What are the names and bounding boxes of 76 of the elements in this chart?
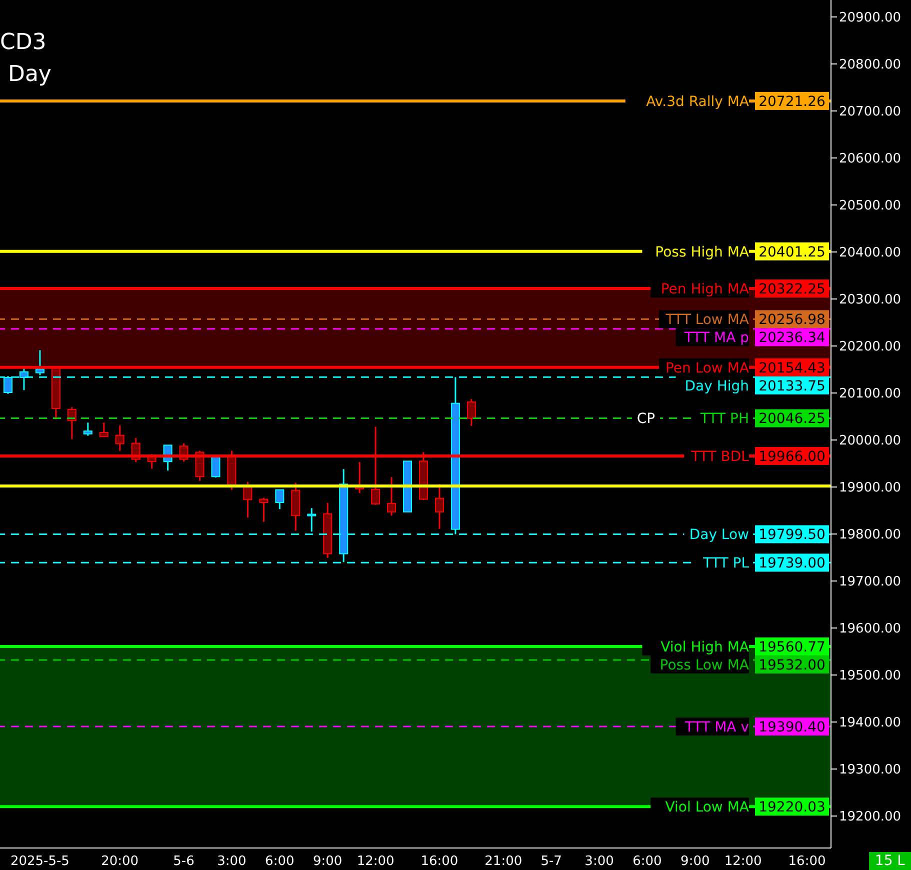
y-tick-label: 20600.00 xyxy=(839,152,902,167)
candlestick xyxy=(387,476,396,516)
ref-line-label: Poss Low MA xyxy=(660,657,750,674)
candlestick xyxy=(275,489,284,510)
candlestick xyxy=(466,398,476,427)
ref-line-label: TTT Low MA xyxy=(664,312,750,328)
annotation: 20721.26 xyxy=(758,94,826,110)
x-tick-label: 16:00 xyxy=(420,854,458,870)
candlestick xyxy=(115,424,124,452)
y-tick-label: 19400.00 xyxy=(839,716,902,731)
ref-line-label: Viol High MA xyxy=(660,639,750,656)
annotation: 19532.00 xyxy=(758,657,826,674)
annotation: 19390.40 xyxy=(758,720,826,736)
annotation: 19799.50 xyxy=(758,527,826,544)
ref-line-label: Day Low xyxy=(689,527,749,544)
y-tick-label: 19600.00 xyxy=(839,622,902,637)
annotation: 20046.25 xyxy=(758,411,826,428)
y-tick-label: 20500.00 xyxy=(839,198,902,214)
y-tick-label: 19900.00 xyxy=(839,480,902,496)
ref-line-label: TTT MA v xyxy=(684,720,749,736)
text: CD3 xyxy=(0,30,46,55)
x-tick-label: 12:00 xyxy=(356,854,394,870)
x-tick-label: 5-6 xyxy=(173,854,194,870)
text: 15 L xyxy=(868,852,911,870)
y-tick-label: 20700.00 xyxy=(839,104,902,120)
y-tick-label: 19700.00 xyxy=(839,574,902,590)
x-tick-label: 16:00 xyxy=(788,854,826,870)
y-tick-label: 20800.00 xyxy=(839,58,902,73)
ref-line-label: Poss High MA xyxy=(655,244,750,260)
x-tick-label: 12:00 xyxy=(724,854,762,870)
y-tick-label: 20100.00 xyxy=(839,386,902,402)
annotation: 19966.00 xyxy=(758,448,826,465)
y-tick-label: 19300.00 xyxy=(839,762,902,778)
annotation: 20256.98 xyxy=(758,312,826,328)
annotation: 19220.03 xyxy=(758,800,826,816)
annotation: 20401.25 xyxy=(758,244,826,260)
x-tick-label: 3:00 xyxy=(217,854,246,870)
ref-line-label: Av.3d Rally MA xyxy=(646,94,750,110)
candlestick xyxy=(434,483,444,530)
annotation: 20154.43 xyxy=(758,360,826,376)
annotation: CP xyxy=(636,411,656,427)
y-tick-label: 20300.00 xyxy=(839,292,902,308)
ref-line-label: TTT BDL xyxy=(690,448,750,465)
x-tick-label: 5-7 xyxy=(540,854,562,870)
ref-line-label: TTT PH xyxy=(699,411,749,428)
x-tick-label: 9:00 xyxy=(313,854,342,870)
candlestick xyxy=(99,422,108,438)
ref-line-label: TTT MA p xyxy=(683,330,750,346)
x-tick-label: 2025-5-5 xyxy=(10,854,70,870)
x-tick-label: 9:00 xyxy=(680,854,710,870)
y-tick-label: 20200.00 xyxy=(839,340,902,355)
ref-line-label: TTT PL xyxy=(702,556,750,572)
ref-line-label: Pen High MA xyxy=(660,282,750,298)
candlestick xyxy=(83,422,92,436)
y-tick-label: 20400.00 xyxy=(839,246,902,261)
annotation: 19560.77 xyxy=(758,639,826,656)
x-tick-label: 21:00 xyxy=(484,854,522,870)
x-tick-label: 3:00 xyxy=(584,854,614,870)
x-tick-label: 20:00 xyxy=(101,854,139,870)
candlestick xyxy=(259,497,268,523)
annotation: 20133.75 xyxy=(758,378,826,394)
candlestick xyxy=(307,507,316,532)
text: Day xyxy=(8,62,52,87)
y-tick-label: 20000.00 xyxy=(839,434,902,449)
annotation: 19739.00 xyxy=(758,556,826,572)
y-tick-label: 19800.00 xyxy=(839,528,902,543)
ref-line-label: Day High xyxy=(684,378,749,394)
x-tick-label: 6:00 xyxy=(632,854,662,870)
annotation: 20236.34 xyxy=(758,330,826,346)
annotation: 20322.25 xyxy=(758,282,826,298)
ref-line-label: Pen Low MA xyxy=(665,360,750,376)
x-tick-label: 6:00 xyxy=(265,854,294,870)
y-tick-label: 19200.00 xyxy=(839,810,902,825)
y-tick-label: 19500.00 xyxy=(839,668,902,684)
y-tick-label: 20900.00 xyxy=(839,10,902,26)
ref-line-label: Viol Low MA xyxy=(665,800,750,816)
